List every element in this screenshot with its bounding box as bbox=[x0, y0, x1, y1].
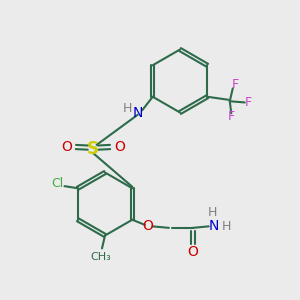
Text: N: N bbox=[209, 219, 219, 233]
Text: F: F bbox=[228, 110, 235, 123]
Text: CH₃: CH₃ bbox=[90, 251, 111, 262]
Text: O: O bbox=[114, 140, 125, 154]
Text: N: N bbox=[133, 106, 143, 120]
Text: H: H bbox=[208, 206, 217, 219]
Text: O: O bbox=[188, 245, 198, 259]
Text: S: S bbox=[87, 140, 99, 158]
Text: H: H bbox=[222, 220, 231, 233]
Text: F: F bbox=[245, 96, 252, 109]
Text: H: H bbox=[123, 102, 133, 115]
Text: Cl: Cl bbox=[51, 177, 63, 190]
Text: O: O bbox=[61, 140, 72, 154]
Text: F: F bbox=[232, 78, 239, 91]
Text: O: O bbox=[142, 219, 153, 233]
